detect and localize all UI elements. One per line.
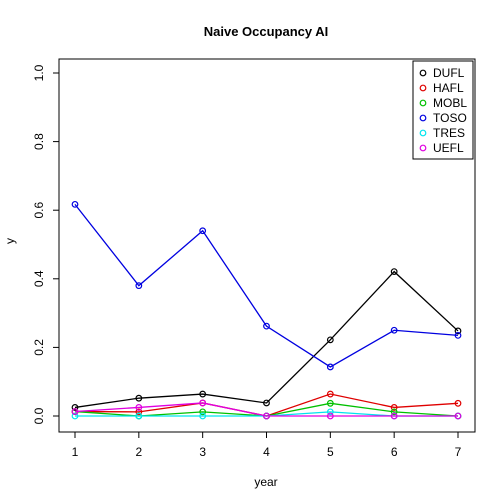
data-point-hafl [326,390,334,398]
x-tick-label: 6 [391,445,398,459]
legend-label-mobl: MOBL [433,96,467,110]
data-point-toso [71,200,79,208]
data-point-tres [326,408,334,416]
x-tick-label: 4 [263,445,270,459]
x-axis: 1 2 3 4 5 6 7 [72,431,462,459]
data-point-uefl [454,412,462,420]
legend-label-toso: TOSO [433,111,467,125]
data-point-uefl [71,408,79,415]
y-tick-label: 0.8 [32,133,46,150]
x-tick-label: 3 [199,445,206,459]
legend-label-uefl: UEFL [433,141,464,155]
y-tick-label: 0.0 [32,407,46,424]
data-point-toso [454,331,462,339]
y-axis: 0.0 0.2 0.4 0.6 0.8 1.0 [32,64,60,424]
legend-marker-mobl [419,99,427,107]
data-point-uefl [263,412,270,420]
series-layer [71,200,462,420]
series-line-toso [74,203,459,368]
data-point-hafl [390,404,398,411]
data-point-dufl [454,327,462,335]
series-uefl [71,399,462,420]
data-point-uefl [135,404,143,411]
series-line-dufl [74,270,459,409]
data-point-mobl [390,408,398,416]
x-tick-label: 7 [455,445,462,459]
data-point-toso [390,326,398,334]
y-tick-label: 0.6 [32,202,46,219]
legend-marker-tres [419,129,427,137]
data-point-dufl [199,390,207,398]
legend-box [412,60,474,160]
data-point-dufl [390,268,398,275]
chart-title: Naive Occupancy AI [204,24,329,39]
legend-marker-toso [419,114,427,122]
data-point-uefl [390,412,398,420]
data-point-toso [326,363,334,371]
data-point-mobl [326,399,334,407]
y-axis-label: y [3,238,17,244]
x-axis-label: year [254,475,277,489]
data-point-tres [135,412,143,420]
legend-label-dufl: DUFL [433,66,465,80]
data-point-toso [135,282,143,290]
data-point-toso [199,227,207,235]
y-tick-label: 0.4 [32,270,46,287]
y-tick-label: 0.2 [32,339,46,356]
series-line-uefl [74,402,458,417]
data-point-toso [263,322,270,330]
data-point-hafl [135,408,143,416]
legend-label-tres: TRES [433,126,465,140]
x-tick-label: 5 [327,445,334,459]
data-point-dufl [326,336,334,344]
data-point-dufl [263,399,270,407]
data-point-tres [199,412,207,420]
legend-label-hafl: HAFL [433,81,464,95]
data-point-mobl [199,408,207,416]
legend-marker-dufl [419,69,427,77]
series-toso [71,200,462,371]
x-tick-label: 2 [135,445,142,459]
data-point-dufl [71,404,79,411]
data-point-hafl [454,399,462,407]
data-point-uefl [199,399,207,407]
legend-marker-hafl [419,84,427,92]
data-point-uefl [326,412,334,420]
y-tick-label: 1.0 [32,64,46,81]
data-point-dufl [135,394,143,402]
data-point-tres [71,412,79,420]
legend-marker-uefl [419,144,427,152]
series-dufl [71,268,462,411]
x-tick-label: 1 [72,445,79,459]
